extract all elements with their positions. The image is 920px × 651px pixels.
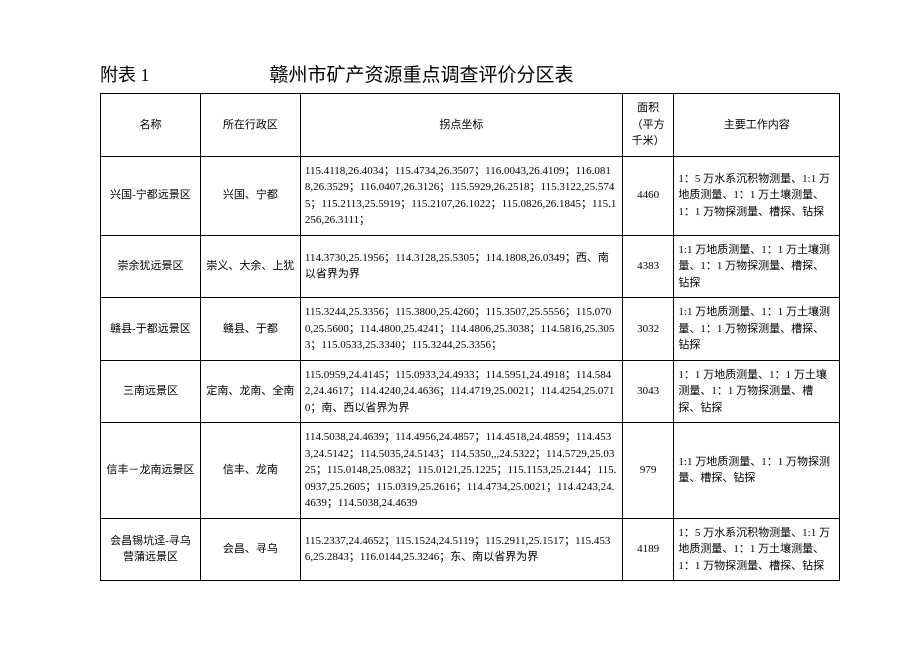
title-row: 附表 1 赣州市矿产资源重点调查评价分区表 (100, 60, 840, 87)
col-header-name: 名称 (101, 94, 201, 157)
cell-coords: 114.3730,25.1956；114.3128,25.5305；114.18… (300, 235, 622, 298)
cell-area: 3043 (622, 360, 673, 423)
col-header-region: 所在行政区 (200, 94, 300, 157)
table-row: 崇余犹远景区 崇义、大余、上犹 114.3730,25.1956；114.312… (101, 235, 840, 298)
page: 附表 1 赣州市矿产资源重点调查评价分区表 名称 所在行政区 拐点坐标 面积（平… (0, 0, 920, 621)
cell-area: 979 (622, 423, 673, 519)
table-row: 赣县-于都远景区 赣县、于都 115.3244,25.3356；115.3800… (101, 298, 840, 361)
cell-region: 兴国、宁都 (200, 156, 300, 235)
table-row: 三南远景区 定南、龙南、全南 115.0959,24.4145；115.0933… (101, 360, 840, 423)
cell-area: 4383 (622, 235, 673, 298)
cell-coords: 115.0959,24.4145；115.0933,24.4933；114.59… (300, 360, 622, 423)
cell-name: 兴国-宁都远景区 (101, 156, 201, 235)
main-title: 赣州市矿产资源重点调查评价分区表 (270, 60, 574, 87)
col-header-area: 面积（平方千米） (622, 94, 673, 157)
cell-name: 赣县-于都远景区 (101, 298, 201, 361)
cell-work: 1：1 万地质测量、1：1 万土壤测量、1：1 万物探测量、槽探、钻探 (674, 360, 840, 423)
cell-area: 3032 (622, 298, 673, 361)
cell-name: 会昌锡坑迳-寻乌营蒲远景区 (101, 518, 201, 581)
table-header-row: 名称 所在行政区 拐点坐标 面积（平方千米） 主要工作内容 (101, 94, 840, 157)
zones-table: 名称 所在行政区 拐点坐标 面积（平方千米） 主要工作内容 兴国-宁都远景区 兴… (100, 93, 840, 581)
col-header-coords: 拐点坐标 (300, 94, 622, 157)
cell-name: 三南远景区 (101, 360, 201, 423)
cell-coords: 115.3244,25.3356；115.3800,25.4260；115.35… (300, 298, 622, 361)
table-row: 会昌锡坑迳-寻乌营蒲远景区 会昌、寻乌 115.2337,24.4652；115… (101, 518, 840, 581)
cell-area: 4189 (622, 518, 673, 581)
cell-region: 信丰、龙南 (200, 423, 300, 519)
cell-region: 赣县、于都 (200, 298, 300, 361)
cell-area: 4460 (622, 156, 673, 235)
table-row: 信丰－龙南远景区 信丰、龙南 114.5038,24.4639；114.4956… (101, 423, 840, 519)
cell-work: 1:1 万地质测量、1：1 万土壤测量、1：1 万物探测量、槽探、钻探 (674, 298, 840, 361)
cell-coords: 115.4118,26.4034；115.4734,26.3507；116.00… (300, 156, 622, 235)
cell-coords: 114.5038,24.4639；114.4956,24.4857；114.45… (300, 423, 622, 519)
cell-coords: 115.2337,24.4652；115.1524,24.5119；115.29… (300, 518, 622, 581)
cell-region: 定南、龙南、全南 (200, 360, 300, 423)
cell-work: 1:1 万地质测量、1：1 万土壤测量、1：1 万物探测量、槽探、钻探 (674, 235, 840, 298)
cell-name: 信丰－龙南远景区 (101, 423, 201, 519)
cell-region: 会昌、寻乌 (200, 518, 300, 581)
cell-name: 崇余犹远景区 (101, 235, 201, 298)
col-header-work: 主要工作内容 (674, 94, 840, 157)
cell-work: 1：5 万水系沉积物测量、1:1 万地质测量、1：1 万土壤测量、1：1 万物探… (674, 518, 840, 581)
table-row: 兴国-宁都远景区 兴国、宁都 115.4118,26.4034；115.4734… (101, 156, 840, 235)
appendix-label: 附表 1 (100, 61, 150, 87)
cell-work: 1:1 万地质测量、1：1 万物探测量、槽探、钻探 (674, 423, 840, 519)
cell-region: 崇义、大余、上犹 (200, 235, 300, 298)
cell-work: 1：5 万水系沉积物测量、1:1 万地质测量、1：1 万土壤测量、1：1 万物探… (674, 156, 840, 235)
